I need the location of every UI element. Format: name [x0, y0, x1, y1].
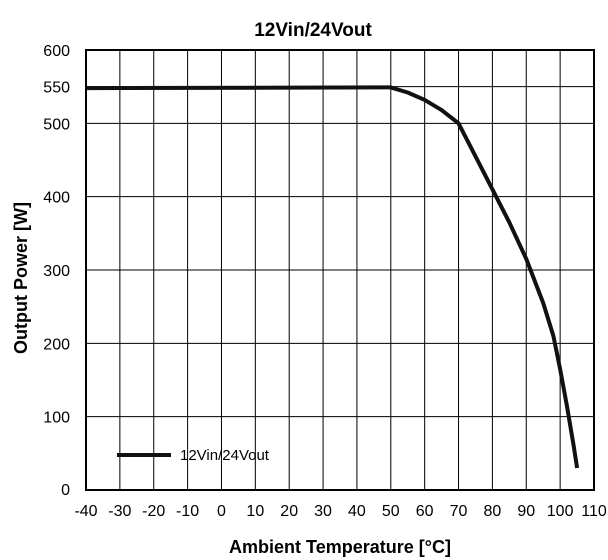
x-tick-labels: -40 -30 -20 -10 0 10 20 30 40 50 60 70 80 90 100 110: [74, 503, 606, 520]
x-axis-label: Ambient Temperature [°C]: [229, 537, 451, 557]
grid: [85, 49, 595, 491]
y-tick-label: 300: [43, 263, 70, 280]
x-tick-label: 110: [581, 503, 607, 520]
x-tick-label: 40: [348, 503, 366, 520]
x-tick-label: 30: [314, 503, 332, 520]
x-tick-label: 100: [547, 503, 574, 520]
x-tick-label: 0: [217, 503, 226, 520]
chart-title: 12Vin/24Vout: [254, 20, 372, 41]
legend-label: 12Vin/24Vout: [180, 447, 270, 464]
y-tick-label: 100: [43, 410, 70, 427]
y-tick-label: 500: [43, 116, 70, 133]
y-tick-label: 0: [61, 482, 70, 499]
plot-frame: [85, 49, 595, 491]
legend: 12Vin/24Vout: [117, 447, 270, 464]
y-tick-label: 400: [43, 190, 70, 207]
x-tick-label: 60: [416, 503, 434, 520]
y-tick-label: 600: [43, 43, 70, 60]
x-tick-label: 70: [450, 503, 468, 520]
x-tick-label: -10: [176, 503, 199, 520]
x-tick-label: 50: [382, 503, 400, 520]
x-tick-label: -40: [74, 503, 97, 520]
x-tick-label: 80: [484, 503, 502, 520]
x-tick-label: 10: [246, 503, 264, 520]
x-tick-label: -20: [142, 503, 165, 520]
y-axis-label: Output Power [W]: [11, 202, 31, 354]
y-tick-label: 200: [43, 336, 70, 353]
y-tick-label: 550: [43, 80, 70, 97]
x-tick-label: 90: [517, 503, 535, 520]
x-tick-label: -30: [108, 503, 131, 520]
y-tick-labels: 0 100 200 300 400 500 550 600: [43, 43, 70, 499]
series-layer: [85, 85, 580, 469]
x-tick-label: 20: [280, 503, 298, 520]
series-line: [85, 85, 580, 469]
